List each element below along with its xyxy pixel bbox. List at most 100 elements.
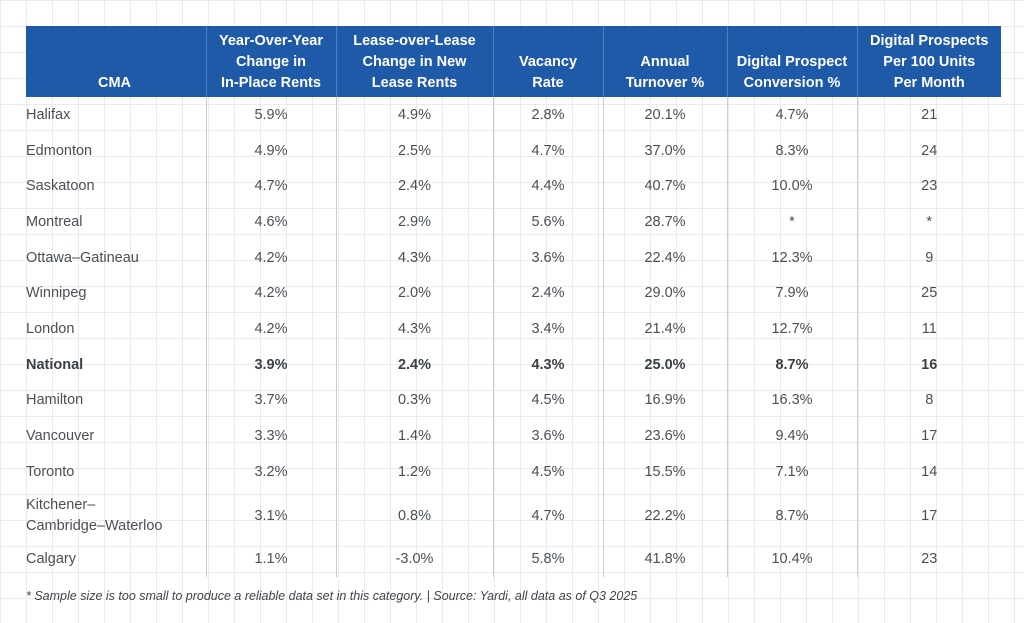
cell-turnover: 41.8% [602,541,727,578]
cell-vacancy: 4.5% [492,382,603,419]
cell-yoy: 4.6% [205,204,336,240]
table-row: Ottawa–Gatineau 4.2% 4.3% 3.6% 22.4% 12.… [26,239,1001,276]
cell-turnover: 40.7% [602,168,727,205]
cell-prospects: 24 [856,132,1001,169]
cell-turnover: 22.2% [602,489,727,542]
header-conversion-line: Conversion % [743,75,841,91]
cell-prospects: 25 [856,275,1001,312]
cell-conversion: 8.7% [726,346,857,383]
cell-conversion: 10.4% [726,541,857,578]
header-lol-line: Lease-over-Lease [353,33,476,49]
cell-conversion: 4.7% [726,97,857,133]
table-row: Hamilton 3.7% 0.3% 4.5% 16.9% 16.3% 8 [26,382,1001,419]
header-yoy: Year-Over-Year Change in In-Place Rents [206,26,337,97]
cell-vacancy: 4.7% [492,132,603,169]
header-turnover-line: Annual [640,54,690,70]
cell-cma: Winnipeg [26,285,87,302]
cell-yoy: 4.7% [205,168,336,205]
header-lol-line: Lease Rents [371,75,458,91]
header-conversion: Digital Prospect Conversion % [727,26,858,97]
header-conversion-line: Digital Prospect [736,54,848,70]
cell-lol: 1.4% [335,418,493,454]
cell-turnover: 22.4% [602,239,727,276]
cell-cma: Halifax [26,106,71,123]
cell-conversion: 8.7% [726,489,857,542]
cell-turnover: 21.4% [602,311,727,347]
cell-conversion: 10.0% [726,168,857,205]
cell-yoy: 3.7% [205,382,336,419]
cell-lol: 2.0% [335,275,493,312]
cell-yoy: 5.9% [205,97,336,133]
header-prospects-line: Per 100 Units [883,54,976,70]
cell-yoy: 4.9% [205,132,336,169]
cell-cma: Montreal [26,213,83,230]
cell-vacancy: 3.6% [492,239,603,276]
table-row: Toronto 3.2% 1.2% 4.5% 15.5% 7.1% 14 [26,453,1001,490]
cell-lol: 1.2% [335,453,493,490]
cell-prospects: 21 [856,97,1001,133]
header-cma: CMA [26,26,207,97]
header-vacancy-line: Rate [532,75,564,91]
cell-cma: London [26,320,75,337]
cell-lol: 4.9% [335,97,493,133]
cell-conversion: * [726,204,857,240]
header-vacancy: Vacancy Rate [493,26,604,97]
cell-prospects: * [856,204,1001,240]
cell-cma: Edmonton [26,142,93,159]
rent-metrics-table: CMA Year-Over-Year Change in In-Place Re… [26,26,1001,578]
cell-prospects: 17 [856,418,1001,454]
cell-prospects: 16 [856,346,1001,383]
header-row: CMA Year-Over-Year Change in In-Place Re… [26,26,1001,97]
header-yoy-line: Year-Over-Year [219,33,323,49]
cell-turnover: 28.7% [602,204,727,240]
cell-conversion: 16.3% [726,382,857,419]
table-header: CMA Year-Over-Year Change in In-Place Re… [26,26,1001,97]
table-row: Calgary 1.1% -3.0% 5.8% 41.8% 10.4% 23 [26,541,1001,578]
header-turnover: Annual Turnover % [603,26,728,97]
table-body: Halifax 5.9% 4.9% 2.8% 20.1% 4.7% 21 Edm… [26,97,1001,578]
cell-lol: 0.8% [335,489,493,542]
cell-lol: 2.4% [335,346,493,383]
cell-lol: -3.0% [335,541,493,578]
cell-vacancy: 3.6% [492,418,603,454]
cell-turnover: 37.0% [602,132,727,169]
cell-vacancy: 4.3% [492,346,603,383]
cell-conversion: 12.3% [726,239,857,276]
cell-vacancy: 3.4% [492,311,603,347]
cell-yoy: 4.2% [205,311,336,347]
cell-vacancy: 5.6% [492,204,603,240]
cell-prospects: 23 [856,168,1001,205]
header-prospects: Digital Prospects Per 100 Units Per Mont… [857,26,1001,97]
cell-turnover: 29.0% [602,275,727,312]
cell-cma: National [26,356,84,373]
cell-turnover: 23.6% [602,418,727,454]
header-lol-line: Change in New [362,54,467,70]
header-lol: Lease-over-Lease Change in New Lease Ren… [336,26,494,97]
header-turnover-line: Turnover % [625,75,705,91]
cell-lol: 4.3% [335,311,493,347]
table-row: Winnipeg 4.2% 2.0% 2.4% 29.0% 7.9% 25 [26,275,1001,312]
table-row: London 4.2% 4.3% 3.4% 21.4% 12.7% 11 [26,311,1001,347]
cell-vacancy: 4.5% [492,453,603,490]
cell-yoy: 3.3% [205,418,336,454]
header-yoy-line: Change in [235,54,307,70]
cell-prospects: 14 [856,453,1001,490]
cell-prospects: 11 [856,311,1001,347]
cell-prospects: 8 [856,382,1001,419]
cell-yoy: 3.1% [205,489,336,542]
cell-turnover: 15.5% [602,453,727,490]
table-row: Vancouver 3.3% 1.4% 3.6% 23.6% 9.4% 17 [26,418,1001,454]
cell-lol: 2.5% [335,132,493,169]
header-prospects-line: Per Month [893,75,965,91]
cell-vacancy: 2.4% [492,275,603,312]
header-yoy-line: In-Place Rents [221,75,321,91]
cell-cma-line: Cambridge–Waterloo [26,517,163,534]
cell-prospects: 23 [856,541,1001,578]
cell-turnover: 20.1% [602,97,727,133]
cell-prospects: 17 [856,489,1001,542]
header-vacancy-line: Vacancy [518,54,578,70]
cell-vacancy: 2.8% [492,97,603,133]
cell-cma: Vancouver [26,428,95,445]
table-row: Kitchener– Cambridge–Waterloo 3.1% 0.8% … [26,489,1001,542]
cell-lol: 0.3% [335,382,493,419]
